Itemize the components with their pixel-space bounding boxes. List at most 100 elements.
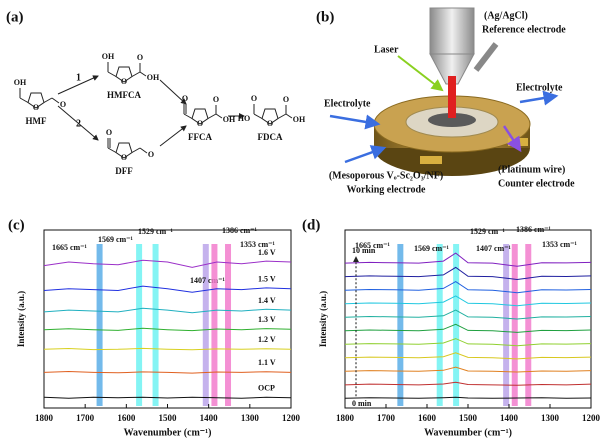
band-label: 1353 cm⁻¹ (240, 240, 275, 249)
atom-label: O (267, 119, 273, 128)
atom-label: O (197, 119, 203, 128)
bond (131, 71, 141, 77)
reference-electrode (473, 42, 499, 72)
band (397, 244, 404, 406)
atom-label: O (182, 94, 188, 103)
pointer (397, 55, 444, 92)
step-label: 1 (76, 72, 81, 83)
bond (43, 97, 53, 103)
arrow (159, 79, 187, 105)
panel-label: (d) (302, 217, 320, 233)
annotation: (Platinum wire) (498, 164, 565, 175)
x-tick-label: 1300 (541, 413, 560, 423)
compound-name: HMF (26, 116, 47, 126)
x-tick-label: 1200 (582, 413, 600, 423)
x-tick-label: 1300 (241, 413, 260, 423)
band-label: 1386 cm⁻¹ (222, 226, 257, 235)
series-label: 1.5 V (258, 275, 276, 284)
band-label: 1407 cm⁻¹ (476, 244, 511, 253)
band-label: 1529 cm⁻¹ (470, 227, 505, 236)
x-tick-label: 1500 (159, 413, 178, 423)
annotation: Reference electrode (482, 24, 566, 35)
bond (183, 113, 193, 119)
band-label: 1353 cm⁻¹ (542, 240, 577, 249)
band (96, 244, 103, 406)
spectrum (43, 347, 292, 351)
annotation: Electrolyte (324, 98, 371, 109)
x-tick-label: 1600 (418, 413, 437, 423)
series-label: 1.1 V (258, 358, 276, 367)
spectrum (344, 281, 592, 294)
spectrum (43, 307, 292, 314)
band (136, 244, 143, 406)
atom-label: OH (14, 78, 27, 87)
pointer (502, 125, 522, 153)
furan-ring (115, 142, 133, 159)
spectrum (344, 252, 592, 267)
annotation: (Mesoporous Vₒ-Sc₂O₃/NF) (329, 170, 443, 181)
compound-name: FFCA (188, 132, 212, 142)
bond (107, 147, 117, 153)
x-tick-label: 1800 (35, 413, 54, 423)
y-axis-label: Intensity (a.u.) (16, 291, 26, 347)
atom-label: OH (293, 115, 306, 124)
atom-label: OH (102, 52, 115, 61)
atom-label: O (213, 95, 219, 104)
band (211, 244, 218, 406)
annotation: Working electrode (347, 184, 427, 195)
band (202, 244, 209, 406)
x-tick-label: 1200 (282, 413, 301, 423)
atom-label: O (121, 77, 127, 86)
band (225, 244, 232, 406)
compound-name: FDCA (258, 132, 283, 142)
flow-arrow (344, 145, 387, 164)
spectrum (344, 381, 592, 386)
spectrum (344, 352, 592, 360)
spectrum (43, 285, 292, 293)
band-label: 1665 cm⁻¹ (355, 241, 390, 250)
atom-label: O (33, 103, 39, 112)
band (511, 244, 518, 406)
plot-frame (344, 229, 592, 409)
x-tick-label: 1700 (76, 413, 95, 423)
atom-label: O (137, 53, 143, 62)
band-label: 1665 cm⁻¹ (52, 243, 87, 252)
band-label: 1569 cm⁻¹ (414, 244, 449, 253)
band (436, 244, 443, 406)
working-electrode (428, 113, 476, 127)
x-tick-label: 1600 (117, 413, 136, 423)
series-label: 1.4 V (258, 296, 276, 305)
panel-label: (c) (8, 217, 25, 233)
band (525, 244, 532, 406)
bond (139, 71, 147, 77)
atom-label: O (106, 128, 112, 137)
furan-ring (27, 92, 45, 109)
spectrum (344, 266, 592, 281)
furan-ring (115, 66, 133, 83)
bond (51, 97, 60, 104)
atom-label: HO (238, 114, 250, 123)
flow-arrow (329, 114, 381, 130)
arrow (57, 105, 99, 141)
arrow (159, 125, 187, 147)
laser-beam (448, 76, 456, 118)
atom-label: O (121, 153, 127, 162)
spectrum (43, 396, 292, 399)
furan-ring (191, 108, 209, 125)
spectrum (344, 396, 592, 399)
bond (207, 113, 217, 119)
annotation: (Ag/AgCl) (484, 10, 528, 21)
atom-label: O (60, 100, 66, 109)
series-label: 10 min (352, 246, 376, 255)
spectrum (344, 323, 592, 333)
atom-label: OH (223, 115, 236, 124)
band (152, 244, 159, 406)
spectrum (43, 327, 292, 332)
series-label: 1.3 V (258, 315, 276, 324)
series-label: 1.6 V (258, 248, 276, 257)
objective-tip (429, 53, 475, 85)
band (503, 244, 510, 406)
flow-arrow (519, 90, 559, 106)
